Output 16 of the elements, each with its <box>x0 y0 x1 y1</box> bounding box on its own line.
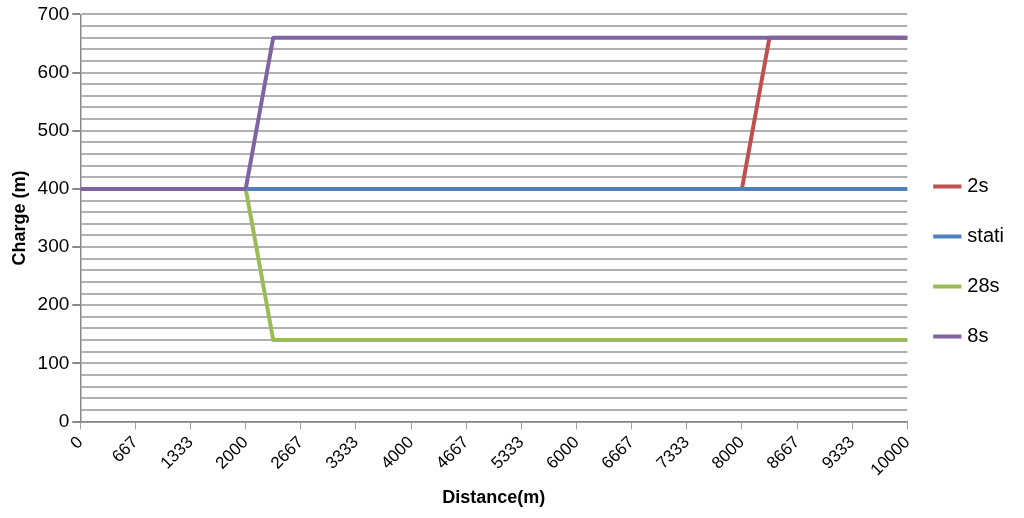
y-tick-label: 700 <box>37 2 70 24</box>
y-tick-label: 100 <box>37 351 70 373</box>
legend-label: stati <box>967 224 1005 247</box>
y-tick-label: 400 <box>37 177 70 199</box>
x-tick-label: 667 <box>108 432 142 466</box>
y-tick-label: 600 <box>37 60 70 82</box>
x-tick-label: 0 <box>66 432 87 453</box>
y-tick-label: 300 <box>37 235 70 257</box>
y-tick-label: 500 <box>37 118 70 140</box>
y-tick-label: 200 <box>37 293 70 315</box>
x-axis-title: Distance(m) <box>442 487 546 508</box>
legend-label: 28s <box>967 274 1000 297</box>
legend-label: 2s <box>967 174 989 197</box>
legend-label: 8s <box>967 324 989 347</box>
y-tick-label: 0 <box>58 409 70 431</box>
y-axis-title: Charge (m) <box>8 170 29 266</box>
